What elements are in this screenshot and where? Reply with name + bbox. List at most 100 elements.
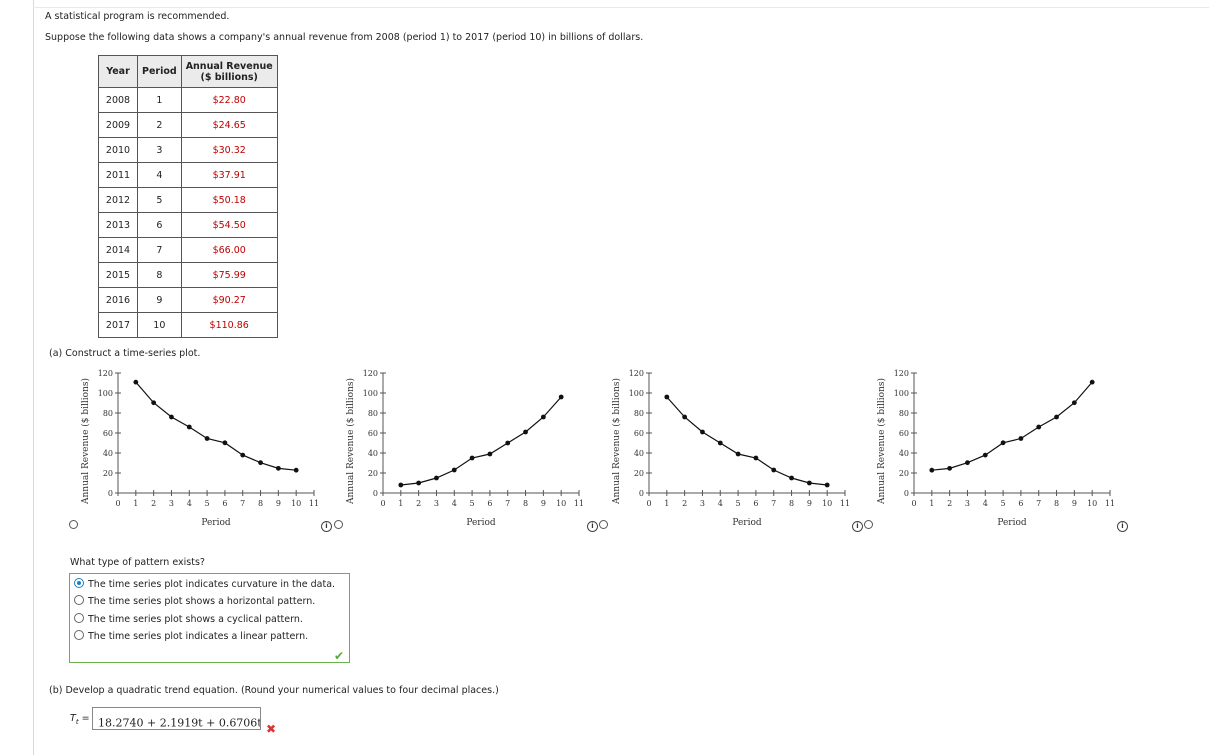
- y-tick-label: 60: [103, 429, 113, 438]
- y-tick-label: 120: [98, 369, 113, 378]
- x-tick-label: 9: [807, 499, 812, 508]
- data-point: [965, 460, 970, 466]
- chart-4-info-icon[interactable]: i: [1117, 521, 1128, 532]
- data-point: [982, 452, 988, 458]
- x-tick-label: 0: [115, 499, 120, 508]
- x-tick-label: 2: [416, 499, 421, 508]
- option-curvature[interactable]: The time series plot indicates curvature…: [74, 578, 335, 590]
- table-row: 2010 3 $30.32: [98, 137, 278, 163]
- y-tick-label: 100: [629, 389, 644, 398]
- data-point: [771, 467, 777, 473]
- chart-option-1: 0 20 40 60 80 100 120 0 1 2 3 4 5 6 7 8 9 10 11 Period Annua…: [79, 363, 324, 538]
- cell-period: 10: [137, 312, 182, 338]
- y-tick-label: 20: [368, 469, 378, 478]
- x-tick-label: 1: [664, 499, 669, 508]
- x-axis-label: Period: [997, 518, 1027, 528]
- y-tick-label: 80: [899, 409, 909, 418]
- option-cyclical[interactable]: The time series plot shows a cyclical pa…: [74, 613, 303, 625]
- x-tick-label: 0: [911, 499, 916, 508]
- data-point: [169, 414, 174, 420]
- x-tick-label: 10: [822, 499, 832, 508]
- y-tick-label: 120: [363, 369, 378, 378]
- chart-1-info-icon[interactable]: i: [321, 521, 332, 532]
- y-tick-label: 100: [363, 389, 378, 398]
- data-point: [824, 482, 830, 488]
- y-tick-label: 100: [894, 389, 909, 398]
- chart-2-info-icon[interactable]: i: [587, 521, 598, 532]
- data-point: [1089, 379, 1095, 385]
- trend-equation-input[interactable]: 18.2740 + 2.1919t + 0.6706t2: [92, 707, 261, 730]
- table-row: 2009 2 $24.65: [98, 112, 278, 138]
- x-tick-label: 2: [682, 499, 687, 508]
- y-tick-label: 120: [629, 369, 644, 378]
- chart-3-info-icon[interactable]: i: [852, 521, 863, 532]
- y-tick-label: 0: [108, 489, 113, 498]
- x-tick-label: 8: [789, 499, 794, 508]
- cell-revenue: $110.86: [180, 312, 278, 338]
- option-horizontal[interactable]: The time series plot shows a horizontal …: [74, 595, 315, 607]
- option-horizontal-radio[interactable]: [74, 595, 84, 605]
- data-point: [487, 451, 493, 457]
- cell-period: 7: [137, 237, 182, 263]
- data-point: [682, 414, 688, 420]
- x-tick-label: 6: [1018, 499, 1023, 508]
- x-tick-label: 3: [965, 499, 970, 508]
- table-row: 2008 1 $22.80: [98, 87, 278, 113]
- y-tick-label: 20: [634, 469, 644, 478]
- x-tick-label: 3: [434, 499, 439, 508]
- x-tick-label: 4: [187, 499, 192, 508]
- cell-period: 6: [137, 212, 182, 238]
- x-tick-label: 0: [646, 499, 651, 508]
- x-tick-label: 3: [700, 499, 705, 508]
- x-tick-label: 5: [736, 499, 741, 508]
- x-tick-label: 3: [169, 499, 174, 508]
- series-line: [400, 396, 562, 486]
- x-axis-label: Period: [466, 518, 496, 528]
- x-axis-label: Period: [732, 518, 762, 528]
- cell-year: 2013: [98, 212, 138, 238]
- cell-revenue: $54.50: [180, 212, 278, 238]
- option-curvature-radio[interactable]: [74, 578, 84, 588]
- x-tick-label: 10: [1087, 499, 1097, 508]
- cell-revenue: $37.91: [180, 162, 278, 188]
- x-tick-label: 7: [1036, 499, 1041, 508]
- chart-1-radio[interactable]: [69, 520, 78, 529]
- y-tick-label: 40: [368, 449, 378, 458]
- trend-label: Tt =: [70, 713, 90, 726]
- pattern-answer-box: The time series plot indicates curvature…: [69, 573, 350, 663]
- cell-revenue: $66.00: [180, 237, 278, 263]
- header-period: Period: [137, 55, 182, 88]
- series-line: [135, 381, 297, 471]
- chart-3-radio[interactable]: [599, 520, 608, 529]
- cell-year: 2017: [98, 312, 138, 338]
- x-tick-label: 1: [133, 499, 138, 508]
- data-point: [398, 482, 404, 488]
- data-point: [735, 451, 741, 457]
- data-point: [451, 467, 457, 473]
- data-point: [1071, 400, 1077, 406]
- y-tick-label: 40: [103, 449, 113, 458]
- y-tick-label: 60: [368, 429, 378, 438]
- data-point: [416, 480, 422, 486]
- option-linear-radio[interactable]: [74, 630, 84, 640]
- data-point: [753, 455, 759, 461]
- chart-option-4: 0 20 40 60 80 100 120 0 1 2 3 4 5 6 7 8 9 10 11 Period Annua…: [875, 363, 1120, 538]
- y-tick-label: 0: [639, 489, 644, 498]
- x-tick-label: 8: [258, 499, 263, 508]
- chart-4-radio[interactable]: [864, 520, 873, 529]
- data-point: [151, 400, 157, 406]
- table-row: 2016 9 $90.27: [98, 287, 278, 313]
- option-cyclical-radio[interactable]: [74, 613, 84, 623]
- chart-2-radio[interactable]: [334, 520, 343, 529]
- y-tick-label: 0: [904, 489, 909, 498]
- data-point: [469, 455, 475, 461]
- data-point: [434, 475, 439, 481]
- table-row: 2012 5 $50.18: [98, 187, 278, 213]
- x-tick-label: 10: [291, 499, 301, 508]
- option-linear[interactable]: The time series plot indicates a linear …: [74, 630, 308, 642]
- data-point: [664, 394, 670, 400]
- x-tick-label: 6: [753, 499, 758, 508]
- x-tick-label: 11: [1105, 499, 1115, 508]
- cell-revenue: $90.27: [180, 287, 278, 313]
- data-point: [717, 440, 723, 446]
